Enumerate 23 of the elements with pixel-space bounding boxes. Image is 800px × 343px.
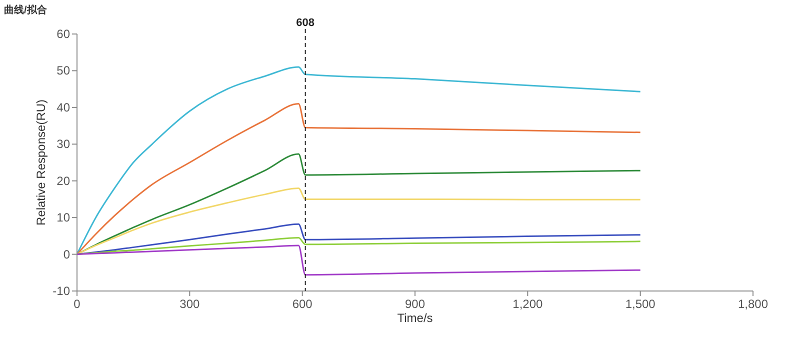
y-tick-label: 40 [56,100,70,114]
x-tick-label: 1,500 [625,297,656,311]
y-tick-label: 50 [56,64,70,78]
x-tick-label: 0 [74,297,81,311]
y-tick-label: 60 [56,27,70,41]
line-series [76,66,642,256]
chart-title: 曲线/拟合 [4,4,48,16]
y-tick-label: 20 [56,174,70,188]
x-axis-title: Time/s [397,311,433,325]
line-series [76,187,642,256]
y-tick-label: -10 [52,284,70,298]
x-tick-label: 1,800 [738,297,768,311]
x-tick-label: 600 [292,297,313,311]
x-tick-label: 900 [404,297,426,311]
y-axis-title: Relative Response(RU) [34,99,48,226]
ref-line-label: 608 [296,17,315,29]
line-series [76,244,642,276]
y-tick-label: 10 [56,210,70,225]
x-tick-label: 300 [180,297,200,311]
x-tick-label: 1,200 [512,297,544,311]
y-tick-label: 0 [63,247,70,262]
y-tick-label: 30 [56,137,70,152]
line-series [76,103,642,256]
